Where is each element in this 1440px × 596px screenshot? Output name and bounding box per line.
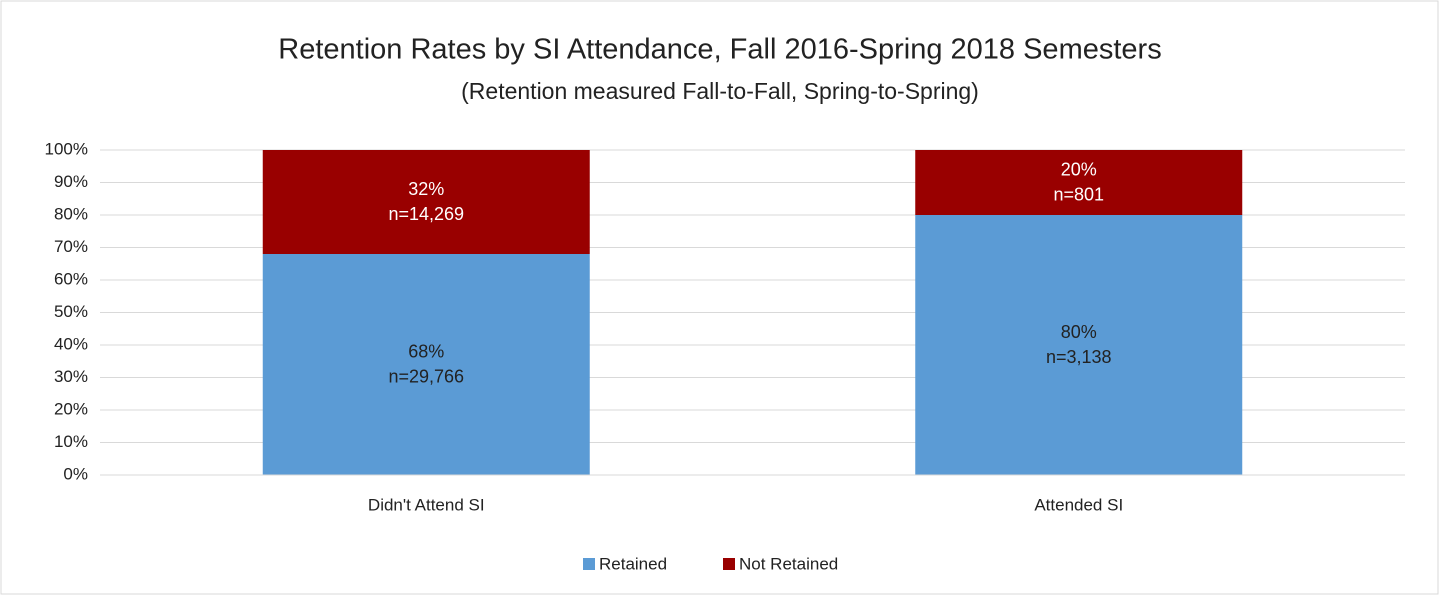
data-label: 32% xyxy=(408,179,444,199)
chart-title: Retention Rates by SI Attendance, Fall 2… xyxy=(278,34,1161,66)
x-tick-label: Attended SI xyxy=(1034,495,1123,514)
legend-swatch xyxy=(723,558,735,570)
bar-segment xyxy=(915,150,1243,215)
chart-subtitle: (Retention measured Fall-to-Fall, Spring… xyxy=(461,78,979,104)
y-tick-label: 40% xyxy=(54,334,88,353)
data-label: 68% xyxy=(408,341,444,361)
y-tick-label: 30% xyxy=(54,367,88,386)
y-tick-label: 20% xyxy=(54,399,88,418)
y-tick-label: 100% xyxy=(45,139,88,158)
data-label-n: n=3,138 xyxy=(1046,347,1112,367)
y-tick-label: 60% xyxy=(54,269,88,288)
legend-swatch xyxy=(583,558,595,570)
data-label: 20% xyxy=(1061,159,1097,179)
bar-segment xyxy=(262,254,590,475)
legend-label: Retained xyxy=(599,554,667,573)
data-label: 80% xyxy=(1061,322,1097,342)
y-tick-label: 50% xyxy=(54,302,88,321)
x-tick-label: Didn't Attend SI xyxy=(368,495,485,514)
y-tick-label: 10% xyxy=(54,432,88,451)
legend-label: Not Retained xyxy=(739,554,838,573)
bar-segment xyxy=(262,150,590,254)
y-tick-label: 80% xyxy=(54,204,88,223)
data-label-n: n=29,766 xyxy=(388,366,464,386)
y-tick-label: 90% xyxy=(54,172,88,191)
data-label-n: n=14,269 xyxy=(388,204,464,224)
data-label-n: n=801 xyxy=(1053,184,1104,204)
y-tick-label: 0% xyxy=(63,464,88,483)
bar-segment xyxy=(915,215,1243,475)
y-tick-label: 70% xyxy=(54,237,88,256)
